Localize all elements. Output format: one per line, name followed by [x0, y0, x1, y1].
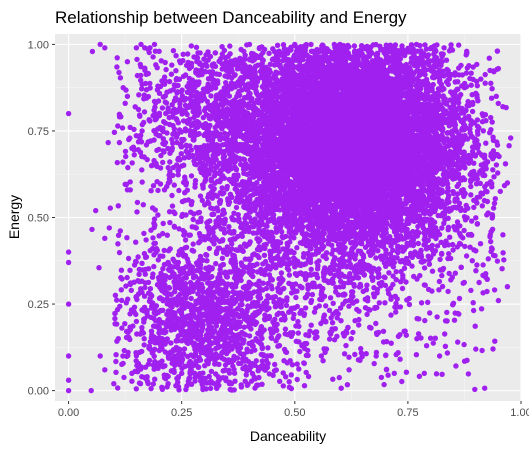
data-point	[226, 224, 232, 230]
data-point	[471, 204, 477, 211]
data-points	[65, 41, 514, 394]
data-point	[478, 306, 485, 312]
data-point	[325, 241, 331, 247]
data-point	[415, 240, 421, 247]
data-point	[482, 71, 488, 78]
data-point	[275, 253, 281, 260]
data-point	[492, 196, 498, 202]
data-point	[454, 191, 461, 197]
data-point	[461, 214, 468, 220]
data-point	[308, 266, 314, 272]
data-point	[502, 161, 509, 167]
data-point	[241, 170, 247, 176]
data-point	[221, 130, 228, 136]
chart-title: Relationship between Danceability and En…	[55, 8, 407, 27]
data-point	[393, 277, 399, 283]
data-point	[469, 218, 475, 224]
data-point	[208, 93, 214, 99]
data-point	[252, 216, 258, 222]
data-point	[291, 255, 297, 261]
data-point	[493, 162, 500, 168]
data-point	[448, 42, 454, 48]
data-point	[464, 65, 470, 71]
data-point	[438, 239, 444, 245]
data-point	[294, 361, 300, 367]
data-point	[241, 241, 248, 247]
data-point	[470, 64, 476, 70]
data-point	[483, 140, 489, 146]
data-point	[364, 311, 370, 318]
data-point	[247, 176, 253, 182]
data-point	[494, 258, 501, 264]
data-point	[468, 82, 474, 88]
data-point	[284, 93, 290, 100]
data-point	[468, 183, 474, 190]
data-point	[308, 322, 314, 328]
data-point	[197, 193, 204, 199]
data-point	[319, 42, 326, 48]
data-point	[467, 130, 473, 136]
data-point	[461, 279, 467, 286]
data-point	[274, 42, 281, 48]
